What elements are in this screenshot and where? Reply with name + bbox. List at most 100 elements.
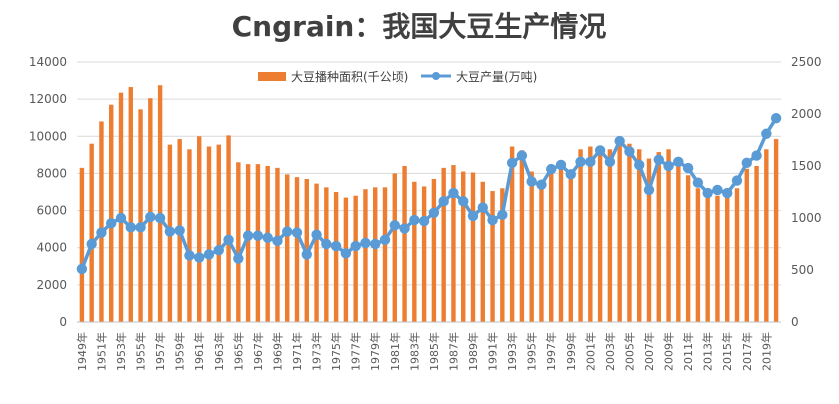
x-tick-label: 1999年 <box>564 332 578 371</box>
point-output <box>604 156 616 168</box>
bar-area <box>617 144 622 322</box>
point-output <box>330 240 342 252</box>
bar-area <box>128 87 133 322</box>
point-output <box>673 156 684 168</box>
point-output <box>291 227 303 238</box>
x-tick-label: 1985年 <box>427 332 441 371</box>
point-output <box>360 237 371 249</box>
bar-area <box>441 167 446 322</box>
bar-area <box>187 149 192 322</box>
bar-area <box>539 183 544 322</box>
y-left-tick-label: 14000 <box>29 55 67 69</box>
bar-area <box>715 195 720 322</box>
bar-area <box>461 171 466 322</box>
point-output <box>565 169 576 180</box>
bar-area <box>607 149 613 322</box>
x-tick-label: 1989年 <box>466 332 480 371</box>
bar-area <box>363 189 368 322</box>
point-output <box>624 146 635 157</box>
x-tick-label: 1997年 <box>544 332 558 371</box>
point-output <box>418 215 430 227</box>
point-output <box>76 263 88 275</box>
bar-area <box>373 187 378 322</box>
x-tick-label: 1993年 <box>505 332 519 371</box>
point-output <box>546 163 557 175</box>
point-output <box>154 212 166 224</box>
bar-series-area <box>79 85 779 323</box>
x-tick-label: 1971年 <box>290 332 304 371</box>
x-tick-label: 1963年 <box>212 332 226 371</box>
point-output <box>340 248 352 259</box>
legend-label-area: 大豆播种面积(千公顷) <box>291 70 408 84</box>
point-output <box>467 210 479 222</box>
point-output <box>448 187 459 199</box>
point-output <box>389 220 400 231</box>
bar-area <box>549 166 554 322</box>
bar-area <box>431 179 437 322</box>
x-tick-label: 1959年 <box>173 332 187 371</box>
point-output <box>135 222 146 233</box>
bar-area <box>744 168 749 322</box>
x-tick-label: 2013年 <box>701 332 715 371</box>
bar-area <box>324 187 329 322</box>
bar-area <box>764 149 769 322</box>
point-output <box>575 156 586 168</box>
point-output <box>761 128 772 139</box>
x-tick-label: 1987年 <box>446 332 460 371</box>
point-output <box>145 211 156 223</box>
point-output <box>702 187 713 199</box>
x-tick-label: 2005年 <box>622 332 636 371</box>
point-output <box>643 184 655 196</box>
bar-area <box>343 197 349 322</box>
y-left-tick-label: 4000 <box>36 241 67 255</box>
point-output <box>213 245 224 256</box>
y-left-tick-label: 2000 <box>36 278 67 292</box>
x-tick-label: 1977年 <box>349 332 363 371</box>
x-tick-label: 1991年 <box>486 332 500 371</box>
x-tick-label: 2017年 <box>740 332 754 371</box>
point-output <box>223 234 234 246</box>
bar-area <box>206 146 212 322</box>
line-series-output <box>76 112 782 275</box>
point-output <box>477 202 488 213</box>
point-output <box>262 232 273 243</box>
bar-area <box>509 146 515 322</box>
y-right-tick-label: 1000 <box>791 211 822 225</box>
point-output <box>184 250 195 261</box>
y-right-tick-label: 2500 <box>791 55 822 69</box>
point-output <box>321 238 332 250</box>
line-output <box>80 117 778 270</box>
point-output <box>585 156 596 168</box>
point-output <box>497 209 508 221</box>
x-tick-label: 1975年 <box>329 332 343 371</box>
point-output <box>614 135 625 147</box>
bar-area <box>236 162 241 322</box>
bar-area <box>314 183 319 322</box>
legend-swatch-output-marker <box>432 72 440 80</box>
bar-area <box>392 173 397 322</box>
y-right-tick-label: 500 <box>791 263 814 277</box>
x-tick-label: 2007年 <box>642 332 656 371</box>
point-output <box>282 226 293 237</box>
x-tick-label: 1965年 <box>231 332 245 371</box>
point-output <box>96 227 107 238</box>
x-tick-label: 1953年 <box>114 332 128 371</box>
bar-area <box>353 195 358 322</box>
y-left-tick-label: 12000 <box>29 92 67 106</box>
legend-swatch-area <box>258 72 286 81</box>
point-output <box>663 160 674 172</box>
bar-area <box>216 144 221 322</box>
bar-area <box>754 166 759 322</box>
x-tick-label: 1949年 <box>75 332 89 371</box>
point-output <box>594 145 606 156</box>
point-output <box>106 218 117 229</box>
bar-area <box>226 135 231 322</box>
bar-area <box>773 139 779 322</box>
y-left-tick-label: 8000 <box>36 166 67 180</box>
y-left-tick-label: 6000 <box>36 204 67 218</box>
bar-area <box>109 104 114 322</box>
bar-area <box>588 146 593 322</box>
bar-area <box>285 174 290 322</box>
